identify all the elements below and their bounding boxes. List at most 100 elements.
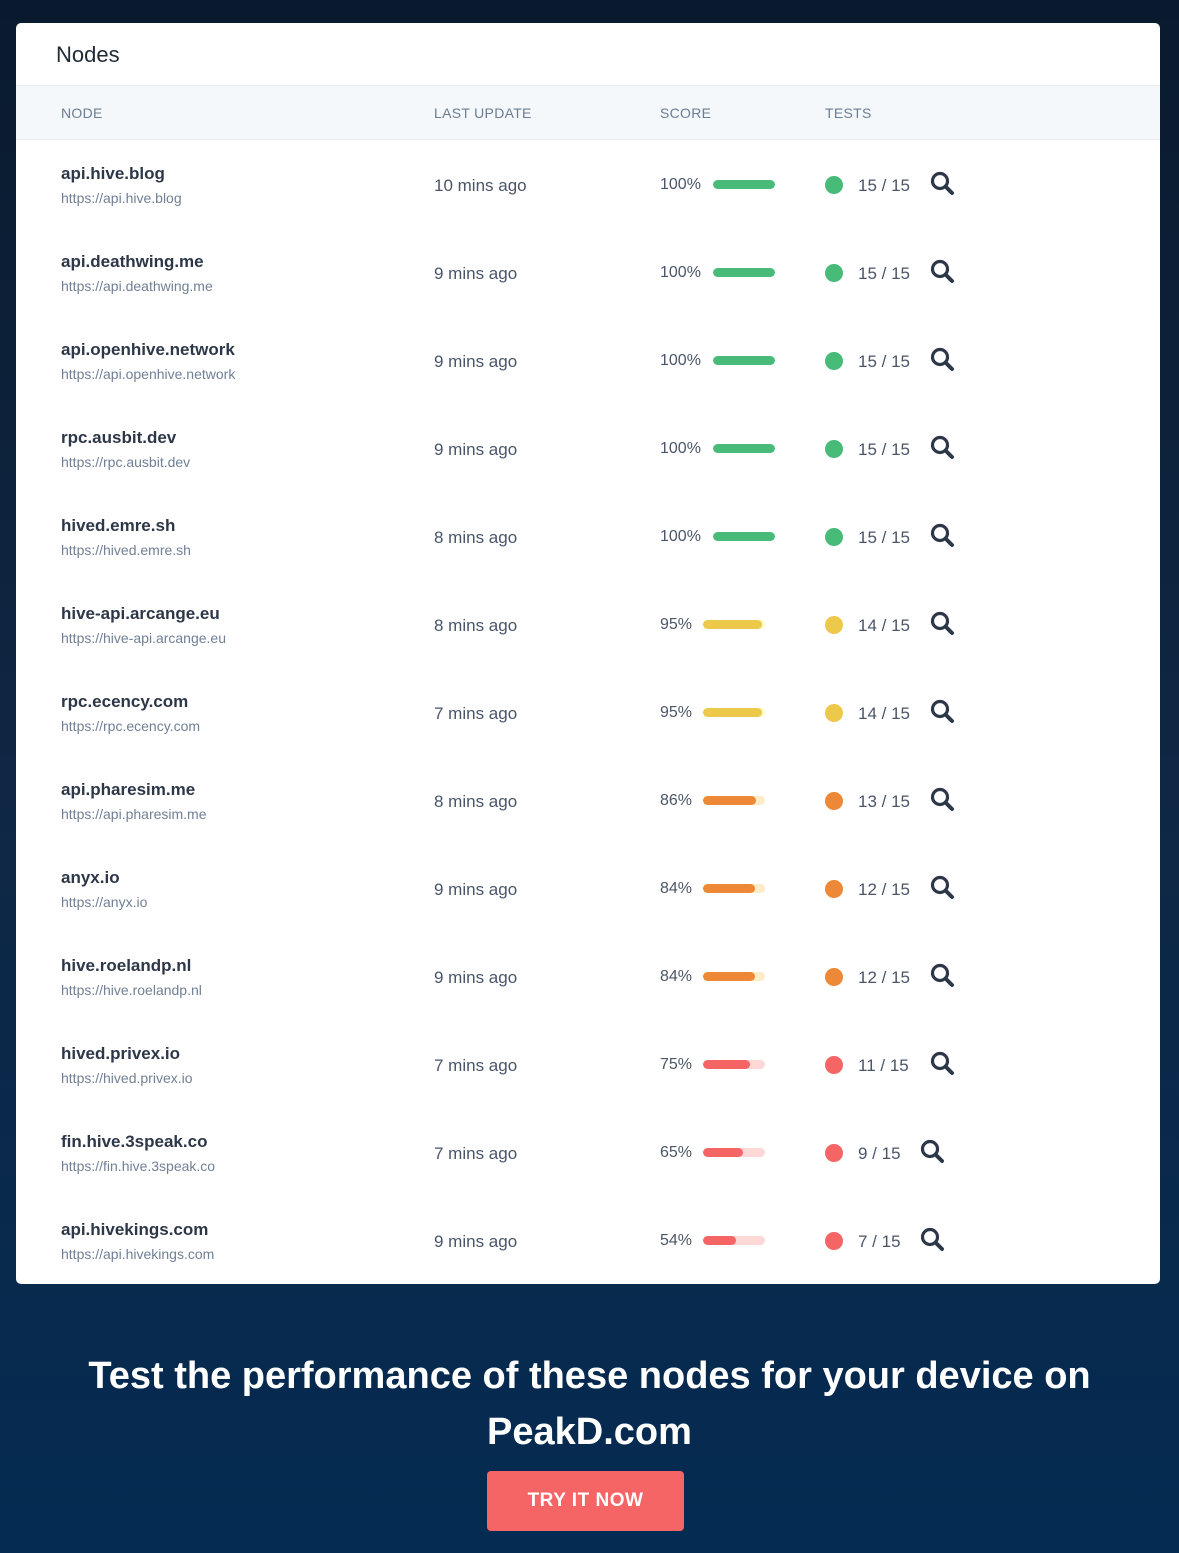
last-update: 7 mins ago [434, 1144, 518, 1163]
table-row: hived.privex.io https://hived.privex.io 7 … [16, 1020, 1160, 1108]
score-percent: 100% [660, 528, 701, 545]
status-dot [825, 1232, 843, 1250]
last-update: 8 mins ago [434, 616, 518, 635]
tests-count: 7 / 15 [858, 1232, 901, 1251]
score-bar [703, 1060, 765, 1069]
search-icon[interactable] [929, 698, 957, 726]
search-icon[interactable] [929, 522, 957, 550]
node-name: api.deathwing.me [61, 252, 204, 271]
last-update: 9 mins ago [434, 880, 518, 899]
score-bar-fill [703, 796, 757, 805]
tests-count: 15 / 15 [858, 264, 910, 283]
cta-text: Test the performance of these nodes for … [88, 1355, 1091, 1453]
status-dot [825, 792, 843, 810]
score-percent: 100% [660, 264, 701, 281]
node-name: hive-api.arcange.eu [61, 604, 220, 623]
tests-count: 15 / 15 [858, 440, 910, 459]
score-percent: 100% [660, 440, 701, 457]
tests-count: 13 / 15 [858, 792, 910, 811]
tests-count: 15 / 15 [858, 176, 910, 195]
header-tests: TESTS [825, 105, 872, 121]
search-icon[interactable] [919, 1138, 947, 1166]
node-name: api.openhive.network [61, 340, 235, 359]
search-icon[interactable] [919, 1226, 947, 1254]
status-dot [825, 176, 843, 194]
score-bar-fill [713, 268, 775, 277]
try-it-now-button[interactable]: TRY IT NOW [487, 1471, 684, 1531]
last-update: 9 mins ago [434, 968, 518, 987]
score-bar-fill [713, 180, 775, 189]
node-name: anyx.io [61, 868, 120, 887]
last-update: 7 mins ago [434, 704, 518, 723]
score-percent: 84% [660, 880, 693, 897]
last-update: 9 mins ago [434, 352, 518, 371]
score-bar-fill [703, 1148, 744, 1157]
score-bar-fill [703, 884, 756, 893]
node-url: https://hive-api.arcange.eu [61, 630, 226, 646]
score-bar-fill [703, 620, 762, 629]
search-icon[interactable] [929, 874, 957, 902]
score-bar [703, 884, 765, 893]
search-icon[interactable] [929, 258, 957, 286]
table-row: api.openhive.network https://api.openhive… [16, 316, 1160, 404]
search-icon[interactable] [929, 346, 957, 374]
node-url: https://hived.privex.io [61, 1070, 193, 1086]
status-dot [825, 352, 843, 370]
search-icon[interactable] [929, 786, 957, 814]
score-percent: 75% [660, 1056, 693, 1073]
score-bar-fill [713, 532, 775, 541]
node-url: https://api.pharesim.me [61, 806, 207, 822]
node-url: https://rpc.ausbit.dev [61, 454, 191, 470]
last-update: 8 mins ago [434, 528, 518, 547]
score-bar-fill [703, 708, 762, 717]
last-update: 8 mins ago [434, 792, 518, 811]
score-bar [703, 972, 765, 981]
status-dot [825, 1144, 843, 1162]
status-dot [825, 880, 843, 898]
node-name: api.hive.blog [61, 164, 165, 183]
search-icon[interactable] [929, 170, 957, 198]
score-percent: 65% [660, 1144, 693, 1161]
tests-count: 9 / 15 [858, 1144, 901, 1163]
node-name: hive.roelandp.nl [61, 956, 192, 975]
table-row: anyx.io https://anyx.io 9 mins ago 84% 12 / … [16, 844, 1160, 932]
table-row: api.hivekings.com https://api.hivekings.c… [16, 1196, 1160, 1284]
last-update: 9 mins ago [434, 1232, 518, 1251]
node-url: https://hive.roelandp.nl [61, 982, 202, 998]
score-percent: 100% [660, 352, 701, 369]
search-icon[interactable] [929, 434, 957, 462]
status-dot [825, 1056, 843, 1074]
tests-count: 15 / 15 [858, 352, 910, 371]
node-url: https://hived.emre.sh [61, 542, 191, 558]
node-name: hived.privex.io [61, 1044, 181, 1063]
node-url: https://api.openhive.network [61, 366, 236, 382]
tests-count: 12 / 15 [858, 968, 910, 987]
score-bar [703, 1236, 765, 1245]
search-icon[interactable] [929, 1050, 957, 1078]
node-url: https://api.hive.blog [61, 190, 182, 206]
node-url: https://fin.hive.3speak.co [61, 1158, 216, 1174]
score-bar [713, 356, 775, 365]
table-body: api.hive.blog https://api.hive.blog 10 min… [16, 140, 1160, 1284]
node-name: rpc.ecency.com [61, 692, 189, 711]
score-bar [713, 532, 775, 541]
score-bar-fill [713, 356, 775, 365]
score-bar-fill [703, 1060, 750, 1069]
status-dot [825, 616, 843, 634]
header-score: SCORE [660, 105, 712, 121]
table-row: hive-api.arcange.eu https://hive-api.arca… [16, 580, 1160, 668]
last-update: 10 mins ago [434, 176, 527, 195]
status-dot [825, 440, 843, 458]
search-icon[interactable] [929, 962, 957, 990]
node-url: https://rpc.ecency.com [61, 718, 201, 734]
node-url: https://api.deathwing.me [61, 278, 213, 294]
header-last-update: LAST UPDATE [434, 105, 532, 121]
score-bar [713, 180, 775, 189]
node-name: rpc.ausbit.dev [61, 428, 177, 447]
table-row: api.deathwing.me https://api.deathwing.me… [16, 228, 1160, 316]
score-bar [703, 796, 765, 805]
node-name: api.pharesim.me [61, 780, 196, 799]
table-row: rpc.ecency.com https://rpc.ecency.com 7 mi… [16, 668, 1160, 756]
tests-count: 11 / 15 [858, 1056, 909, 1075]
search-icon[interactable] [929, 610, 957, 638]
